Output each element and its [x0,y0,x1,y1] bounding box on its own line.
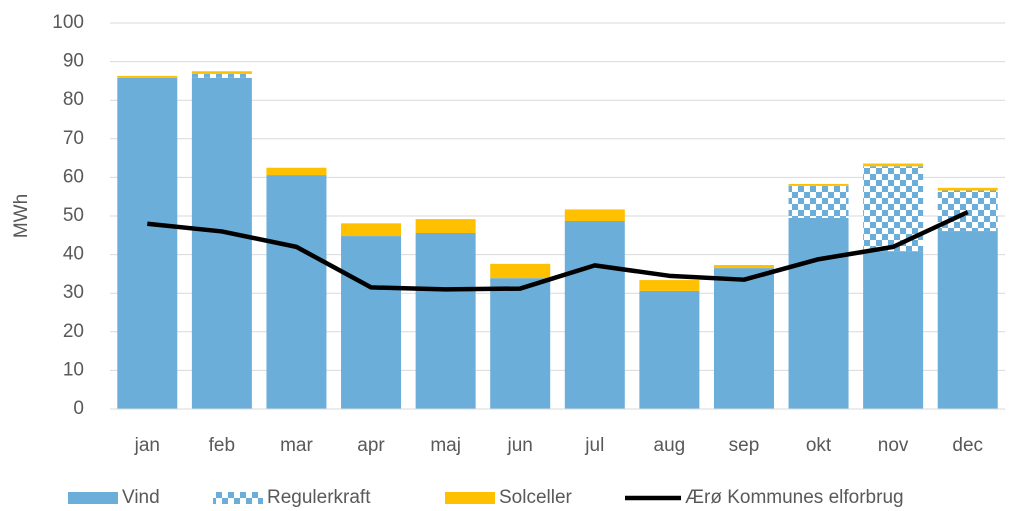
y-tick-label: 70 [63,128,84,149]
legend-label: Solceller [499,487,573,508]
bar-segment [863,163,924,167]
x-tick-label: jan [134,435,160,456]
bar-segment [266,175,327,409]
y-tick-label: 10 [63,359,84,380]
x-tick-label: apr [357,435,385,456]
bar-segment [788,183,849,186]
bar-segment [341,236,402,409]
bar-segment [117,77,178,409]
bar-segment [713,265,774,269]
legend-swatch [68,492,118,504]
bar-segment [639,290,700,409]
bar-segment [937,190,998,232]
bar-segment [415,219,476,233]
x-tick-label: jul [584,435,604,456]
y-axis-title: MWh [11,194,32,238]
bar-segment [490,263,551,279]
x-tick-label: aug [654,435,686,456]
bar-segment [490,278,551,409]
x-tick-label: feb [209,435,235,456]
legend-label: Ærø Kommunes elforbrug [685,487,904,508]
bar-segment [937,231,998,409]
y-tick-label: 30 [63,282,84,303]
x-tick-label: maj [430,435,461,456]
bar-segment [713,268,774,409]
y-tick-label: 0 [73,398,84,419]
bar-segment [191,73,252,78]
x-tick-label: mar [280,435,313,456]
x-tick-label: jun [507,435,533,456]
bar-segment [191,77,252,409]
x-tick-label: okt [806,435,832,456]
bar-segment [564,209,625,222]
bar-segment [117,75,178,78]
y-tick-label: 40 [63,244,84,265]
y-tick-label: 50 [63,205,84,226]
line-series [147,210,969,292]
bar-segment [788,185,849,218]
bar-segment [564,221,625,409]
x-tick-label: dec [952,435,983,456]
bar-segment [863,251,924,409]
bar-segment [788,217,849,409]
bar-segment [191,71,252,74]
bar-segment [639,280,700,291]
bar-segment [415,232,476,409]
y-tick-label: 90 [63,51,84,72]
y-tick-label: 20 [63,321,84,342]
bar-segment [341,223,402,237]
legend-label: Vind [122,487,160,508]
legend-swatch [445,492,495,504]
x-tick-label: nov [878,435,909,456]
y-tick-label: 60 [63,166,84,187]
bar-segment [266,167,327,176]
y-tick-label: 100 [52,12,84,33]
legend-label: Regulerkraft [267,487,371,508]
y-tick-label: 80 [63,89,84,110]
x-tick-label: sep [729,435,760,456]
legend-swatch [213,492,263,504]
bar-segment [937,187,998,191]
